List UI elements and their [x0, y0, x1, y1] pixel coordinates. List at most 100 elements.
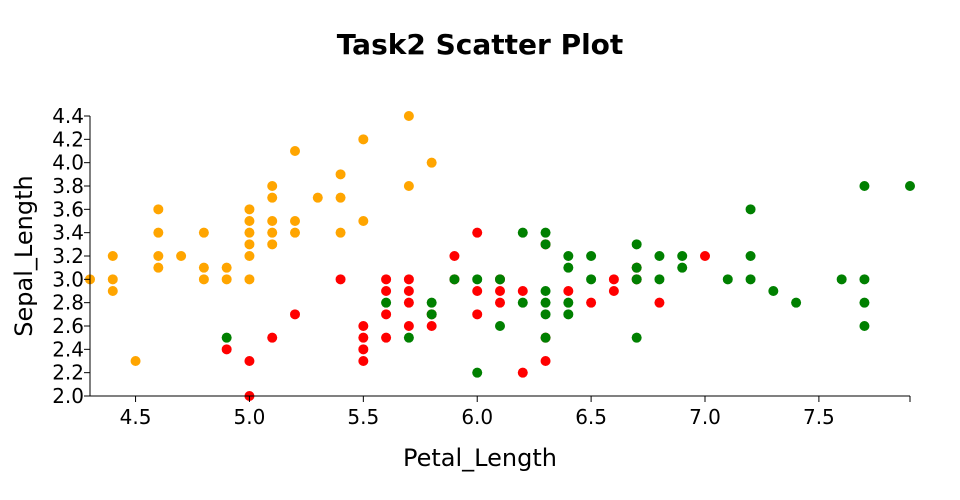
data-point [859, 321, 870, 331]
data-point [563, 286, 574, 296]
data-point [586, 297, 597, 308]
data-point [267, 192, 278, 203]
y-tick-label: 3.6 [52, 197, 84, 221]
data-point [517, 286, 528, 296]
data-point [631, 239, 642, 250]
y-tick-label: 2.8 [52, 291, 84, 315]
data-point [153, 251, 164, 261]
data-point [745, 204, 756, 215]
data-point [859, 181, 870, 191]
data-point [540, 286, 551, 296]
plot-area [85, 111, 915, 401]
data-point [335, 227, 346, 238]
y-axis-ticks: 2.02.22.42.62.83.03.23.43.63.84.04.24.4 [52, 104, 90, 408]
data-point [290, 227, 300, 238]
data-point [221, 344, 232, 355]
data-point [586, 251, 597, 261]
data-point [221, 274, 232, 285]
data-point [608, 274, 619, 285]
y-tick-label: 3.4 [52, 221, 84, 245]
data-point [403, 181, 414, 191]
data-point [153, 262, 164, 273]
data-point [472, 286, 483, 296]
data-point [517, 297, 528, 308]
data-point [198, 227, 209, 238]
data-point [244, 204, 255, 215]
data-point [426, 297, 437, 308]
x-axis-ticks: 4.5 5.0 5.5 6.0 6.5 7.0 7.5 [120, 396, 911, 429]
y-tick-label: 2.4 [52, 337, 84, 361]
data-point [608, 286, 619, 296]
data-point [335, 192, 346, 203]
x-tick-label: 6.0 [461, 405, 493, 429]
data-point [130, 356, 141, 366]
data-point [722, 274, 733, 285]
data-point [654, 297, 665, 308]
data-point [540, 332, 551, 343]
data-point [381, 297, 392, 308]
data-point [244, 216, 255, 226]
scatter-series-0 [85, 111, 437, 366]
x-tick-label: 7.0 [689, 405, 721, 429]
scatter-series-1 [221, 227, 710, 401]
data-point [540, 297, 551, 308]
data-point [244, 227, 255, 238]
data-point [495, 286, 505, 296]
data-point [426, 321, 437, 331]
data-point [563, 309, 574, 320]
data-point [472, 227, 483, 238]
data-point [198, 274, 209, 285]
data-point [859, 274, 870, 285]
data-point [426, 157, 437, 168]
data-point [631, 262, 642, 273]
data-point [335, 169, 346, 180]
data-point [267, 239, 278, 250]
data-point [290, 146, 300, 156]
data-point [905, 181, 915, 191]
data-point [677, 262, 688, 273]
data-point [381, 274, 392, 285]
data-point [517, 227, 528, 238]
x-tick-label: 5.5 [347, 405, 379, 429]
data-point [403, 274, 414, 285]
x-axis: 4.5 5.0 5.5 6.0 6.5 7.0 7.5 [90, 395, 911, 429]
data-point [449, 274, 460, 285]
data-point [791, 297, 802, 308]
data-point [358, 321, 369, 331]
data-point [153, 204, 164, 215]
x-tick-label: 4.5 [120, 405, 152, 429]
data-point [381, 332, 392, 343]
data-point [381, 286, 392, 296]
data-point [654, 251, 665, 261]
data-points [85, 111, 915, 401]
data-point [107, 251, 118, 261]
data-point [267, 332, 278, 343]
x-tick-label: 7.5 [803, 405, 835, 429]
data-point [358, 356, 369, 366]
data-point [472, 309, 483, 320]
data-point [495, 297, 505, 308]
data-point [859, 297, 870, 308]
data-point [563, 251, 574, 261]
data-point [403, 111, 414, 121]
data-point [358, 332, 369, 343]
chart-title: Task2 Scatter Plot [337, 28, 624, 61]
data-point [495, 274, 505, 285]
y-axis-label: Sepal_Length [10, 175, 38, 336]
data-point [221, 262, 232, 273]
y-tick-label: 4.4 [52, 104, 84, 128]
data-point [107, 286, 118, 296]
data-point [768, 286, 779, 296]
data-point [745, 274, 756, 285]
data-point [677, 251, 688, 261]
x-axis-label: Petal_Length [403, 444, 557, 472]
data-point [517, 367, 528, 378]
data-point [403, 286, 414, 296]
data-point [540, 227, 551, 238]
data-point [631, 274, 642, 285]
y-tick-label: 3.8 [52, 174, 84, 198]
data-point [244, 274, 255, 285]
data-point [312, 192, 323, 203]
data-point [745, 251, 756, 261]
